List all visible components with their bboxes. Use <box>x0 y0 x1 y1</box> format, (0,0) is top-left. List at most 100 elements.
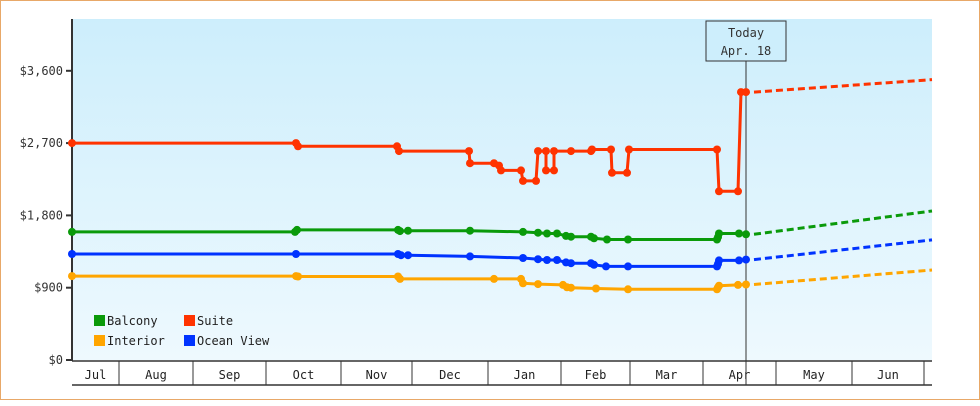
series-layer <box>68 78 933 294</box>
data-point[interactable] <box>519 227 527 236</box>
data-point[interactable] <box>68 227 76 236</box>
data-point[interactable] <box>550 147 558 156</box>
data-point[interactable] <box>715 187 723 196</box>
data-point[interactable] <box>590 260 598 269</box>
data-point[interactable] <box>397 251 405 260</box>
y-tick-label: $1,800 <box>20 208 63 222</box>
y-tick-label: $3,600 <box>20 64 63 78</box>
data-point[interactable] <box>294 142 302 151</box>
data-point[interactable] <box>742 88 750 97</box>
data-point[interactable] <box>742 230 750 239</box>
data-point[interactable] <box>624 235 632 244</box>
data-point[interactable] <box>742 255 750 264</box>
legend-swatch <box>184 315 195 326</box>
series-projection <box>753 209 933 236</box>
data-point[interactable] <box>534 228 542 237</box>
series-balcony <box>68 209 933 244</box>
x-month-label: Dec <box>439 368 461 382</box>
data-point[interactable] <box>395 147 403 156</box>
data-point[interactable] <box>68 250 76 258</box>
data-point[interactable] <box>543 229 551 238</box>
data-point[interactable] <box>735 256 743 265</box>
x-month-label: Sep <box>219 368 241 382</box>
legend-swatch <box>94 315 105 326</box>
data-point[interactable] <box>588 145 596 154</box>
data-point[interactable] <box>396 227 404 236</box>
series-projection <box>753 238 933 262</box>
y-tick-label: $900 <box>34 281 63 295</box>
legend-swatch <box>94 335 105 346</box>
data-point[interactable] <box>713 145 721 154</box>
data-point[interactable] <box>592 284 600 293</box>
data-point[interactable] <box>519 279 527 288</box>
data-point[interactable] <box>602 262 610 271</box>
today-label-date: Apr. 18 <box>721 44 772 58</box>
data-point[interactable] <box>465 147 473 156</box>
y-tick-label: $0 <box>49 353 63 367</box>
data-point[interactable] <box>466 159 474 168</box>
series-projection <box>753 78 933 94</box>
data-point[interactable] <box>519 254 527 262</box>
x-axis: Jul Aug Sep Oct Nov Dec Jan Feb Mar Apr May Jun <box>72 360 932 386</box>
series-interior <box>68 268 933 294</box>
data-point[interactable] <box>542 147 550 156</box>
data-point[interactable] <box>534 255 542 264</box>
data-point[interactable] <box>742 280 750 289</box>
legend-swatch <box>184 335 195 346</box>
data-point[interactable] <box>293 225 301 234</box>
data-point[interactable] <box>292 250 300 258</box>
data-point[interactable] <box>404 226 412 235</box>
data-point[interactable] <box>625 145 633 154</box>
data-point[interactable] <box>517 166 525 175</box>
data-point[interactable] <box>567 283 575 292</box>
x-month-label: Oct <box>293 368 315 382</box>
data-point[interactable] <box>623 168 631 177</box>
legend-label: Interior <box>107 334 165 348</box>
data-point[interactable] <box>490 274 498 283</box>
data-point[interactable] <box>553 256 561 264</box>
data-point[interactable] <box>590 234 598 243</box>
data-point[interactable] <box>607 145 615 154</box>
data-point[interactable] <box>534 147 542 156</box>
data-point[interactable] <box>543 256 551 264</box>
data-point[interactable] <box>715 256 723 265</box>
legend-label: Ocean View <box>197 334 270 348</box>
x-month-label: Jun <box>877 368 899 382</box>
data-point[interactable] <box>396 274 404 283</box>
data-point[interactable] <box>734 280 742 289</box>
data-point[interactable] <box>532 176 540 185</box>
x-month-label: Feb <box>585 368 607 382</box>
data-point[interactable] <box>550 166 558 175</box>
data-point[interactable] <box>553 229 561 238</box>
x-month-label: May <box>803 368 825 382</box>
series-suite <box>68 78 933 196</box>
data-point[interactable] <box>534 280 542 289</box>
x-month-label: Jan <box>514 368 536 382</box>
data-point[interactable] <box>567 232 575 241</box>
y-tick-label: $2,700 <box>20 136 63 150</box>
data-point[interactable] <box>68 272 76 281</box>
data-point[interactable] <box>404 251 412 260</box>
data-point[interactable] <box>567 259 575 268</box>
data-point[interactable] <box>542 166 550 175</box>
data-point[interactable] <box>715 281 723 290</box>
data-point[interactable] <box>466 226 474 235</box>
data-point[interactable] <box>294 272 302 281</box>
series-ocean-view <box>68 238 933 271</box>
x-month-label: Nov <box>366 368 388 382</box>
data-point[interactable] <box>735 229 743 238</box>
data-point[interactable] <box>624 262 632 271</box>
plot-area <box>72 19 932 360</box>
data-point[interactable] <box>497 166 505 175</box>
data-point[interactable] <box>567 147 575 156</box>
data-point[interactable] <box>519 176 527 185</box>
data-point[interactable] <box>603 235 611 244</box>
data-point[interactable] <box>608 168 616 177</box>
data-point[interactable] <box>715 229 723 238</box>
data-point[interactable] <box>624 285 632 294</box>
series-projection <box>753 268 933 286</box>
data-point[interactable] <box>68 139 76 148</box>
data-point[interactable] <box>466 252 474 261</box>
series-line <box>72 90 746 193</box>
data-point[interactable] <box>734 187 742 196</box>
